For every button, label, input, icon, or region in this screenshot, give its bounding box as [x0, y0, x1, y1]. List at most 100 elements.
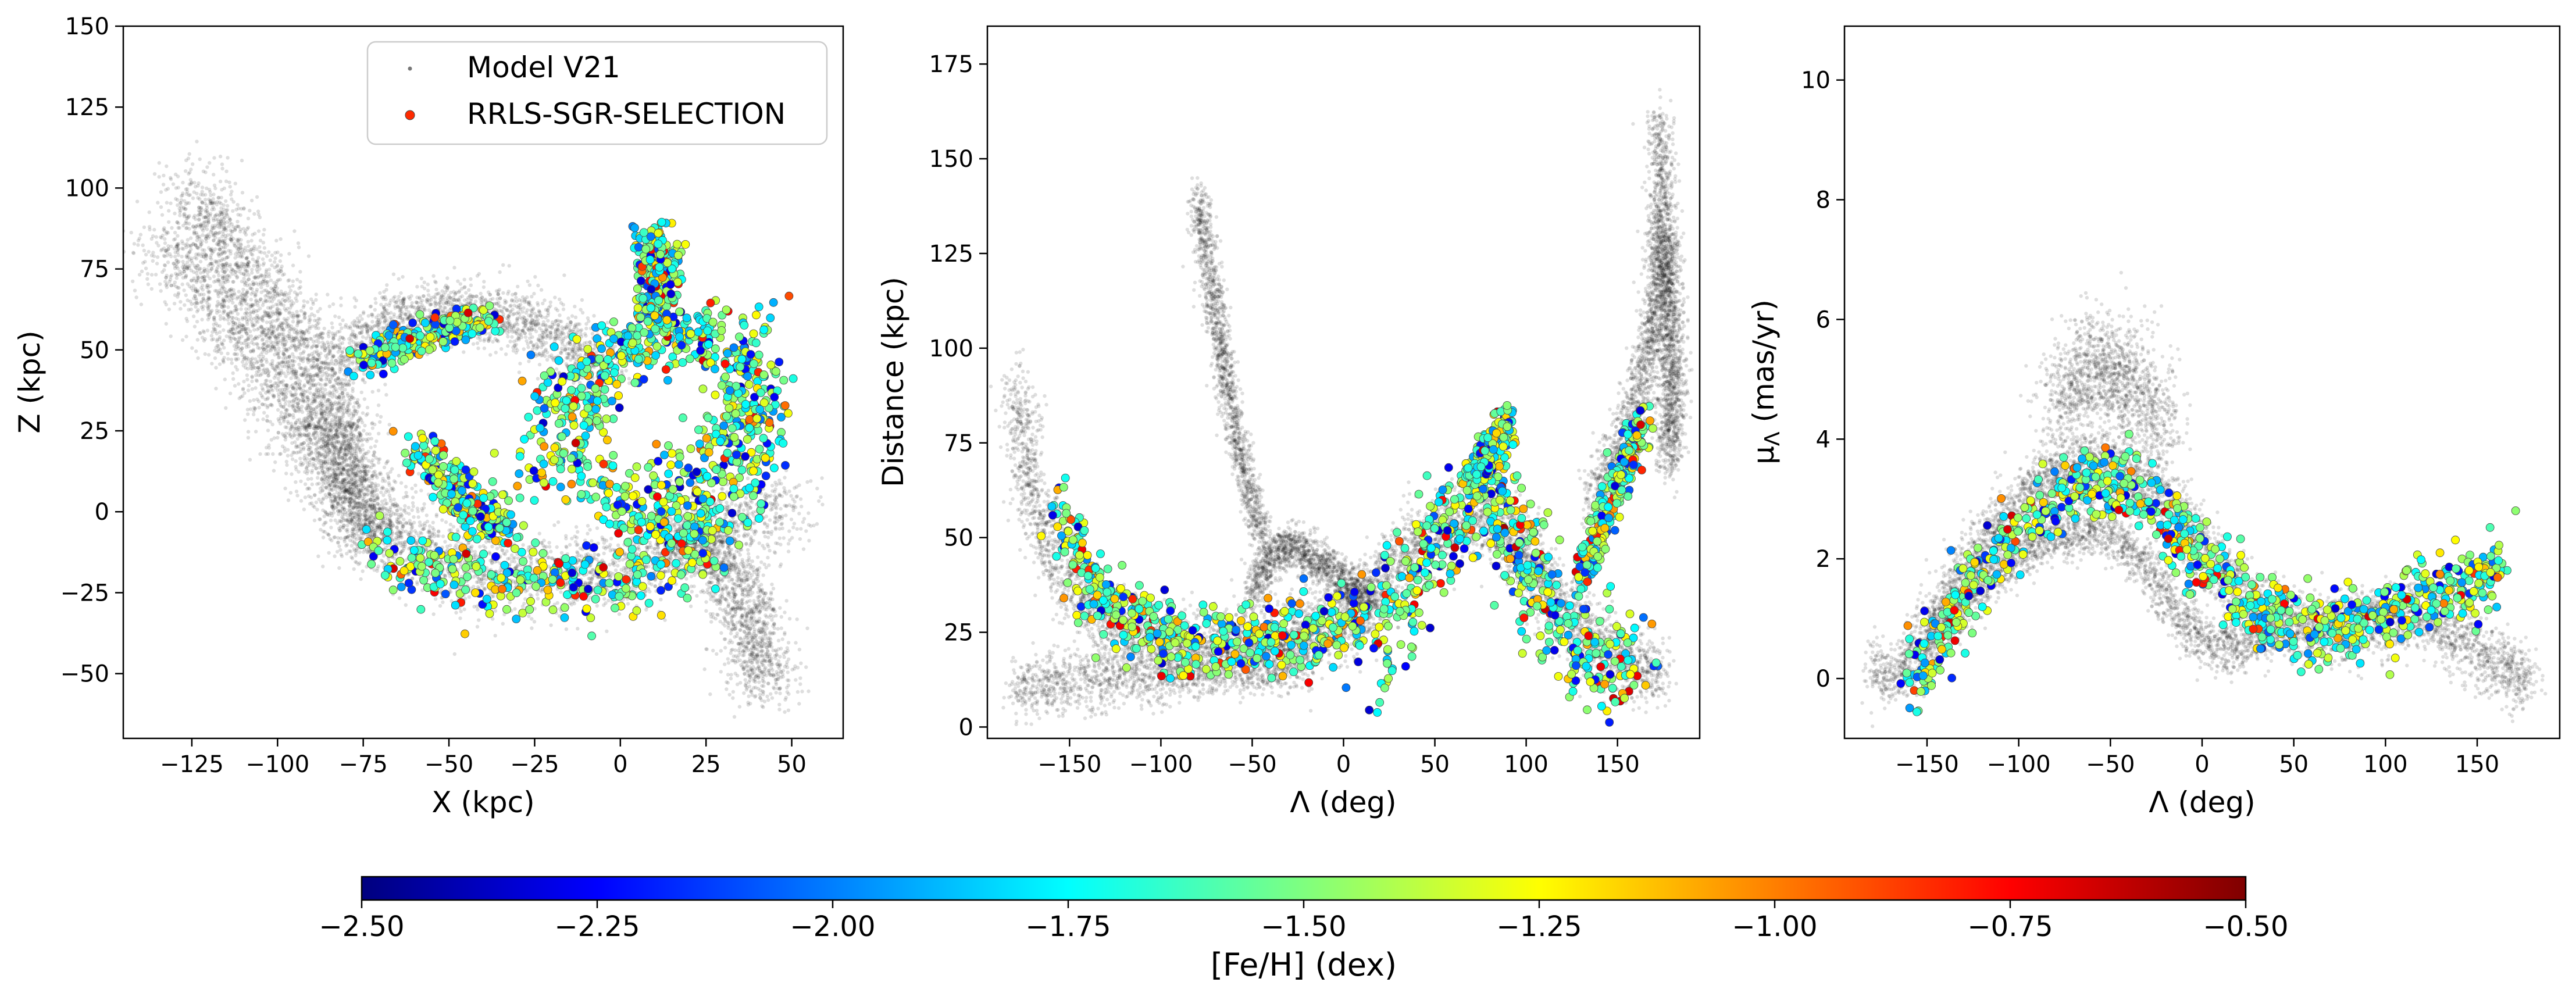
model-point — [311, 457, 315, 461]
model-point — [194, 301, 198, 305]
model-point — [180, 239, 184, 244]
model-point — [288, 288, 293, 292]
model-point — [376, 501, 380, 506]
model-point — [474, 580, 479, 584]
model-point — [246, 240, 250, 244]
model-point — [745, 476, 750, 480]
model-point — [555, 601, 559, 605]
model-point — [393, 480, 398, 484]
model-point — [276, 408, 280, 412]
model-point — [807, 538, 811, 543]
model-point — [284, 348, 288, 352]
model-point — [177, 226, 181, 230]
model-point — [174, 244, 179, 248]
model-point — [215, 269, 219, 273]
model-point — [187, 266, 191, 270]
model-point — [261, 417, 265, 422]
model-point — [217, 337, 222, 341]
model-point — [547, 545, 552, 549]
model-point — [244, 362, 248, 366]
model-point — [309, 297, 313, 301]
model-point — [154, 235, 158, 239]
model-point — [139, 302, 144, 306]
model-point — [283, 415, 287, 419]
model-point — [236, 357, 240, 361]
model-point — [306, 415, 311, 419]
model-point — [238, 246, 243, 250]
model-point — [386, 522, 390, 526]
model-point — [311, 302, 315, 306]
model-point — [292, 430, 297, 434]
model-point — [772, 550, 777, 554]
model-point — [276, 431, 281, 435]
model-point — [741, 508, 746, 512]
model-point — [184, 334, 188, 338]
model-point — [253, 406, 257, 410]
model-point — [218, 179, 223, 184]
model-point — [266, 428, 270, 433]
model-point — [269, 278, 273, 283]
model-point — [177, 285, 181, 290]
model-point — [267, 391, 272, 395]
model-point — [225, 208, 230, 212]
model-point — [229, 328, 233, 332]
model-point — [350, 527, 355, 531]
model-point — [288, 345, 293, 350]
model-point — [819, 495, 823, 499]
model-point — [556, 520, 561, 524]
model-point — [779, 562, 783, 566]
model-point — [184, 255, 188, 259]
model-point — [676, 522, 680, 526]
model-point — [221, 359, 226, 363]
model-point — [301, 395, 305, 399]
model-point — [235, 352, 240, 356]
model-point — [247, 345, 251, 349]
model-point — [281, 337, 286, 341]
model-point — [281, 398, 286, 402]
model-point — [434, 514, 438, 518]
model-point — [226, 329, 231, 333]
model-point — [155, 255, 160, 259]
model-point — [230, 267, 234, 272]
model-point — [206, 295, 210, 299]
model-point — [415, 582, 419, 586]
model-point — [205, 186, 209, 191]
model-point — [305, 456, 309, 461]
model-point — [424, 513, 429, 517]
model-point — [166, 260, 170, 265]
model-point — [196, 264, 200, 268]
model-point — [523, 590, 528, 594]
model-point — [790, 535, 794, 540]
model-point — [544, 545, 548, 549]
model-point — [535, 592, 540, 597]
model-point — [205, 203, 209, 208]
model-point — [162, 263, 167, 267]
model-point — [624, 567, 629, 572]
model-point — [707, 591, 711, 596]
model-point — [135, 199, 140, 203]
model-point — [737, 509, 741, 513]
model-point — [169, 273, 174, 277]
model-point — [259, 383, 263, 387]
model-point — [596, 553, 601, 557]
model-point — [579, 554, 584, 558]
model-point — [233, 270, 237, 274]
model-point — [179, 299, 183, 304]
model-point — [807, 511, 811, 515]
model-point — [444, 520, 448, 524]
model-point — [786, 549, 791, 553]
model-point — [431, 501, 435, 505]
model-point — [314, 466, 318, 471]
model-point — [257, 406, 261, 410]
model-point — [309, 477, 313, 481]
model-point — [272, 394, 276, 398]
model-point — [404, 603, 408, 607]
model-point — [328, 492, 333, 497]
model-point — [362, 478, 367, 483]
model-point — [459, 609, 463, 613]
model-point — [410, 508, 414, 512]
model-point — [298, 355, 302, 359]
model-point — [316, 374, 320, 378]
model-point — [185, 298, 190, 302]
model-point — [284, 472, 288, 476]
